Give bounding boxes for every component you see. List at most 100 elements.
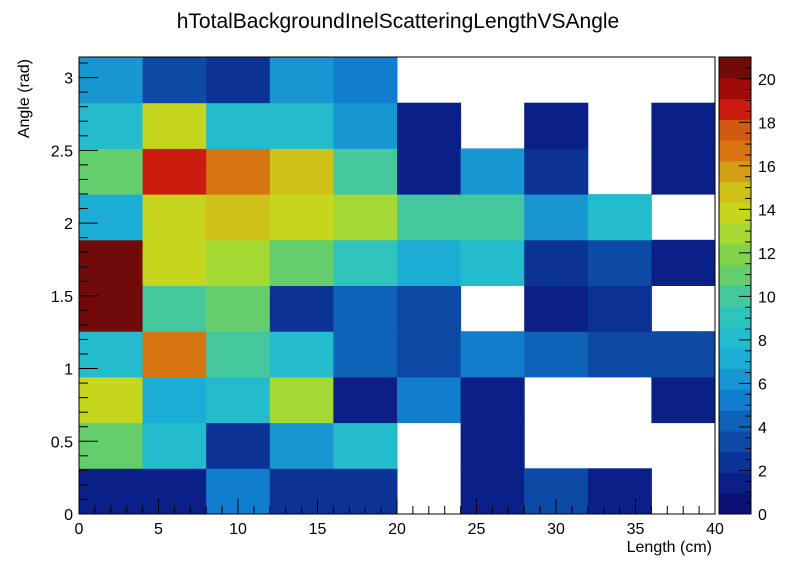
heatmap-cell [524,239,589,286]
color-scale-swatch [719,243,751,266]
color-scale-swatch [719,264,751,286]
heatmap-cell [333,376,398,424]
heatmap-cell [206,57,271,104]
heatmap-cell [524,102,589,149]
heatmap-cell [587,331,652,378]
x-tick-label: 20 [388,521,406,538]
heatmap-cell [651,239,716,286]
heatmap-cell [333,331,398,378]
heatmap-cell [206,285,271,332]
color-scale-swatch [719,160,751,183]
color-scale-tick-label: 10 [758,289,776,306]
heatmap-cell [460,148,525,195]
heatmap-cell [269,194,334,241]
heatmap-cell [397,148,462,195]
heatmap-cell [460,239,525,286]
x-tick-label: 5 [154,521,163,538]
heatmap-cell [206,194,271,241]
heatmap-cell [524,148,589,195]
heatmap-cell [333,194,398,241]
x-axis: 0 5 10 15 20 25 30 35 40 [75,499,724,538]
x-tick-label: 35 [627,521,645,538]
heatmap-cell [651,331,716,378]
heatmap-cell [269,376,334,424]
y-tick-label: 2 [64,216,73,233]
color-scale-swatch [719,451,751,473]
heatmap-cell [206,239,271,286]
color-scale-swatch [719,410,751,432]
heatmap-cell [269,57,334,104]
heatmap-cell [524,194,589,241]
color-scale-swatch [719,223,751,245]
color-scale-tick-label: 4 [758,420,767,437]
color-scale-tick-label: 12 [758,246,776,263]
color-scale-bar [718,56,752,515]
color-scale-swatch [719,119,751,141]
heatmap-cell [206,331,271,378]
heatmap-cell [79,285,144,332]
color-scale-tick-label: 0 [758,507,767,524]
y-tick-label: 1.5 [51,289,73,306]
color-scale-tick-label: 14 [758,202,776,219]
heatmap-cell [79,57,144,104]
heatmap-cell [206,376,271,424]
x-tick-label: 10 [229,521,247,538]
x-tick-label: 0 [75,521,84,538]
heatmap-cell [524,331,589,378]
color-scale-swatch [719,327,751,349]
color-scale-swatch [719,389,751,411]
y-tick-label: 1 [64,362,73,379]
heatmap-cell [206,102,271,149]
x-tick-label: 25 [468,521,486,538]
y-axis: 0 0.5 1 1.5 2 2.5 3 [51,62,98,524]
heatmap-cell [79,102,144,149]
y-tick-label: 2.5 [51,143,73,160]
color-scale-swatch [719,57,751,79]
heatmap-cell [79,239,144,286]
heatmap-cell [333,57,398,104]
heatmap-cell [79,422,144,469]
heatmap-cell [79,331,144,378]
heatmap-cell [79,376,144,424]
color-scale-swatch [719,202,751,224]
heatmap-cell [79,148,144,195]
heatmap-cell [587,239,652,286]
heatmap-cell [460,194,525,241]
color-scale-swatch [719,98,751,120]
color-scale-tick-label: 18 [758,115,776,132]
color-scale-swatch [719,472,751,494]
heatmap-cell [142,285,207,332]
heatmap-cell [269,102,334,149]
color-scale-swatch [719,368,751,390]
heatmap-cell [269,285,334,332]
color-scale-tick-label: 8 [758,333,767,350]
color-scale-tick-label: 6 [758,376,767,393]
heatmap-cell [333,102,398,149]
heatmap-cell [397,194,462,241]
heatmap-cell [269,239,334,286]
heatmap-cell [333,285,398,332]
heatmap-cell [142,102,207,149]
heatmap-cell [142,422,207,469]
heatmap-cell [269,422,334,469]
y-axis-label: Angle (rad) [16,59,33,138]
color-scale-swatch [719,285,751,307]
chart-title: hTotalBackgroundInelScatteringLengthVSAn… [177,10,619,33]
heatmap-cell [142,57,207,104]
color-scale-swatch [719,493,751,515]
heatmap-cell [651,376,716,424]
color-scale-tick-label: 20 [758,72,776,89]
heatmap-cell [333,239,398,286]
heatmap-cell [397,285,462,332]
heatmap-cell [524,285,589,332]
color-scale-swatch [719,181,751,203]
heatmap-cell [206,422,271,469]
heatmap-cell [79,194,144,241]
color-scale-axis: 0 2 4 6 8 10 12 14 16 18 20 [739,56,776,524]
heatmap-cell [333,422,398,469]
heatmap-cell [397,376,462,424]
heatmap-cell [460,331,525,378]
y-tick-label: 3 [64,71,73,88]
heatmap-cell [142,148,207,195]
